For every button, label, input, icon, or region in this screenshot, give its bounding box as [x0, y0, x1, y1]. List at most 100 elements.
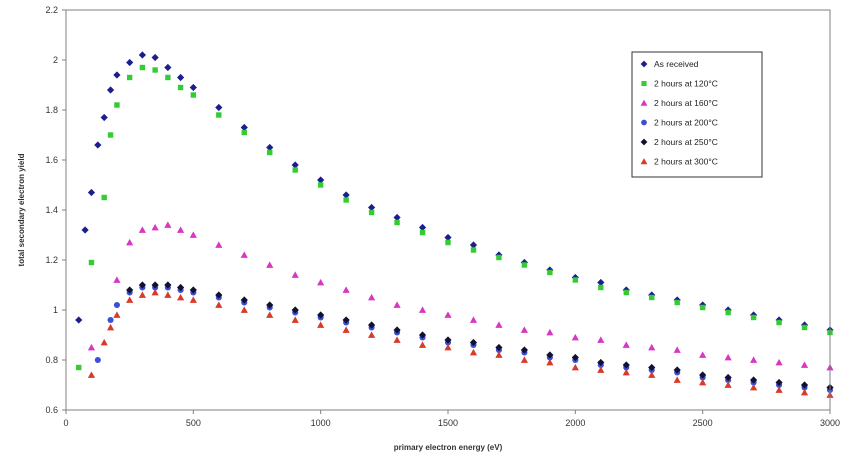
data-point: [87, 188, 96, 197]
data-point: [317, 182, 324, 188]
series-3: [87, 221, 834, 371]
data-point: [164, 221, 172, 228]
data-point: [138, 51, 146, 59]
data-point: [215, 241, 223, 248]
data-point: [546, 358, 554, 366]
data-point: [520, 356, 528, 363]
data-point: [215, 301, 223, 308]
data-point: [775, 386, 783, 393]
data-point: [520, 346, 528, 354]
data-point: [291, 316, 299, 323]
data-point: [673, 366, 681, 374]
y-tick-label: 2.2: [45, 5, 58, 15]
data-point: [177, 226, 185, 233]
y-tick-label: 1.4: [45, 205, 58, 215]
y-tick-label: 0.8: [45, 355, 58, 365]
data-point: [317, 278, 325, 286]
data-point: [151, 288, 159, 296]
data-point: [750, 376, 758, 384]
data-point: [87, 343, 96, 351]
x-tick-label: 500: [186, 418, 201, 428]
data-point: [126, 58, 134, 67]
data-point: [622, 341, 630, 348]
data-point: [317, 321, 325, 328]
data-point: [495, 321, 503, 328]
data-point: [165, 74, 171, 81]
x-axis-label: primary electron energy (eV): [394, 443, 503, 452]
legend-label: 2 hours at 300°C: [654, 157, 718, 167]
data-point: [189, 286, 197, 294]
data-point: [88, 259, 95, 266]
data-point: [177, 84, 184, 91]
chart-axes: 0 500 1000 1500 2000 2500 3000 0.6 0.8 1 1.2 1.4 1.6…: [45, 5, 840, 428]
data-point: [177, 283, 185, 292]
data-point: [215, 103, 223, 112]
data-point: [177, 73, 185, 82]
data-point: [368, 209, 375, 216]
series-6: [87, 288, 834, 398]
x-tick-label: 1500: [438, 418, 458, 428]
data-point: [76, 364, 82, 371]
legend-marker: [640, 60, 648, 68]
legend-label: 2 hours at 200°C: [654, 118, 718, 128]
data-point: [368, 321, 376, 329]
y-tick-label: 2: [53, 55, 58, 65]
x-tick-label: 3000: [820, 418, 840, 428]
chart-marks: [75, 51, 834, 398]
data-point: [393, 213, 401, 222]
data-point: [317, 176, 325, 184]
data-point: [775, 378, 783, 387]
legend-label: 2 hours at 160°C: [654, 98, 718, 108]
data-point: [164, 63, 172, 72]
data-point: [126, 296, 134, 303]
legend-marker: [640, 138, 648, 146]
data-point: [445, 239, 451, 246]
x-tick-label: 2000: [565, 418, 585, 428]
legend-box: [631, 51, 763, 178]
y-tick-label: 1.2: [45, 255, 58, 265]
y-tick-label: 1.8: [45, 105, 58, 115]
data-point: [419, 229, 426, 236]
data-point: [266, 311, 274, 318]
data-point: [75, 316, 83, 324]
data-point: [622, 368, 630, 376]
data-point: [81, 226, 89, 234]
data-point: [94, 356, 101, 364]
data-point: [113, 276, 121, 283]
legend-marker: [640, 99, 648, 106]
data-point: [725, 309, 731, 316]
data-point: [189, 83, 197, 92]
data-point: [138, 281, 146, 289]
data-point: [241, 129, 247, 136]
data-point: [267, 149, 273, 156]
data-point: [622, 361, 630, 369]
x-tick-label: 1000: [311, 418, 331, 428]
data-point: [240, 306, 248, 313]
data-point: [113, 301, 120, 309]
data-point: [469, 348, 478, 356]
data-point: [496, 254, 502, 261]
data-point: [775, 358, 783, 366]
data-point: [189, 296, 197, 303]
data-point: [100, 338, 108, 346]
data-point: [393, 336, 401, 343]
data-point: [393, 326, 401, 334]
data-point: [547, 269, 553, 276]
data-point: [750, 383, 758, 391]
data-point: [106, 86, 115, 94]
series-4: [94, 284, 834, 394]
data-point: [101, 194, 107, 201]
data-point: [87, 371, 96, 378]
data-point: [750, 356, 758, 363]
data-point: [342, 326, 350, 333]
x-tick-label: 2500: [693, 418, 713, 428]
data-point: [571, 353, 579, 362]
data-point: [240, 123, 248, 132]
y-axis-label: total secondary electron yield: [17, 153, 26, 266]
data-point: [418, 306, 427, 313]
data-point: [240, 251, 248, 258]
data-point: [800, 381, 809, 389]
data-point: [164, 291, 172, 298]
data-point: [266, 261, 274, 268]
data-point: [216, 112, 222, 118]
